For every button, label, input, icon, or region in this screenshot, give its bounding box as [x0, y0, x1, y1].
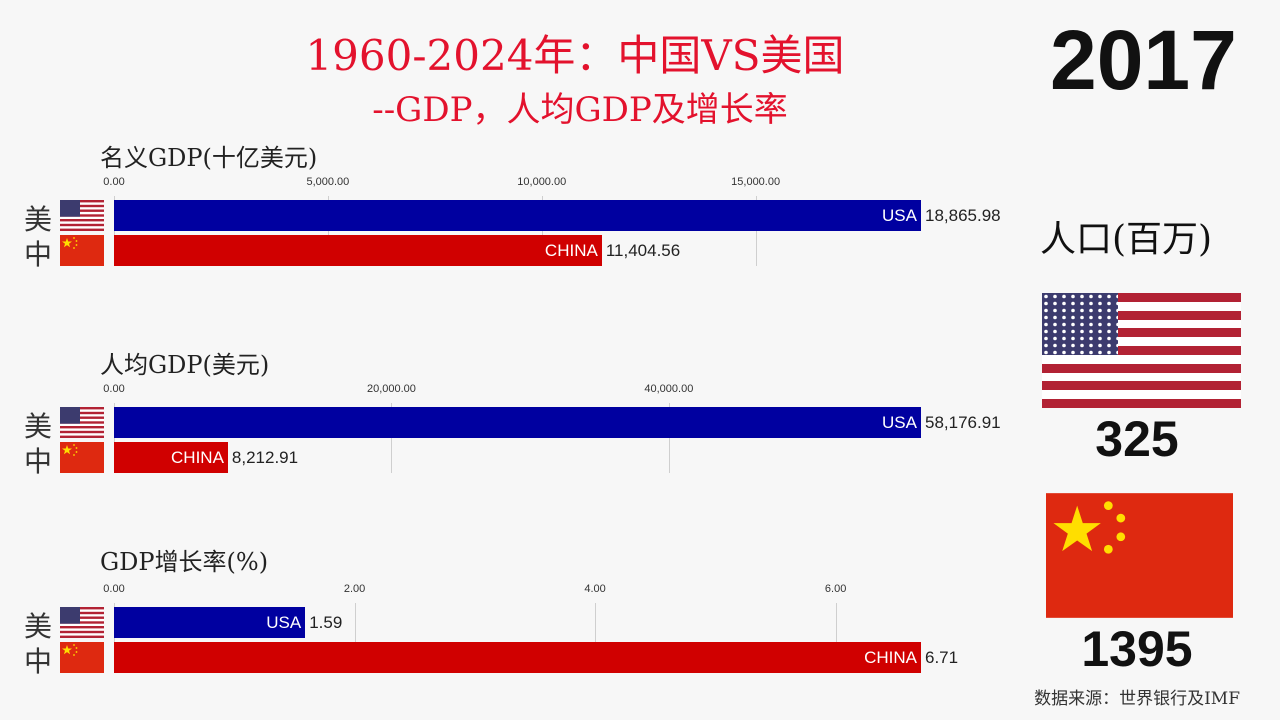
chart-title: GDP增长率(%)	[100, 548, 269, 576]
gridline	[541, 196, 543, 266]
china-bar	[114, 235, 602, 266]
china-flag-large-icon	[1046, 493, 1233, 618]
tick-label: 6.00	[824, 583, 847, 595]
china-short-label: 中	[24, 645, 53, 678]
gridline	[354, 603, 356, 673]
usa-short-label: 美	[24, 203, 53, 236]
gridline	[114, 603, 115, 673]
main-title: 1960-2024年：中国VS美国	[305, 31, 845, 80]
tick-label: 0.00	[103, 583, 125, 595]
gridline	[755, 196, 757, 266]
tick-label: 0.00	[103, 176, 125, 188]
data-source: 数据来源：世界银行及IMF	[1034, 689, 1240, 709]
gridline	[835, 603, 837, 673]
china-short-label: 中	[24, 445, 53, 478]
china-flag-icon	[60, 642, 104, 673]
gridline	[114, 403, 115, 473]
usa-bar	[114, 607, 306, 638]
bar-value-label: 1.59	[309, 613, 343, 632]
usa-flag-icon	[60, 200, 104, 231]
tick-label: 10,000.00	[517, 176, 567, 188]
bar-value-label: 8,212.91	[231, 448, 299, 467]
usa-flag-icon	[60, 607, 104, 638]
usa-short-label: 美	[24, 410, 53, 443]
tick-label: 20,000.00	[366, 383, 416, 395]
gridline	[327, 196, 329, 266]
subtitle: --GDP，人均GDP及增长率	[372, 90, 788, 130]
usa-short-label: 美	[24, 610, 53, 643]
usa-bar	[114, 200, 921, 231]
year-label: 2017	[1050, 13, 1237, 107]
tick-label: 4.00	[584, 583, 606, 595]
tick-label: 40,000.00	[644, 383, 694, 395]
bar-country-label: CHINA	[544, 241, 598, 260]
bar-value-label: 11,404.56	[605, 241, 681, 260]
chart-title: 人均GDP(美元)	[100, 351, 270, 379]
bar-country-label: USA	[882, 206, 917, 225]
gridline	[668, 403, 670, 473]
china-flag-icon	[60, 442, 104, 473]
gridline	[595, 603, 597, 673]
chart-title: 名义GDP(十亿美元)	[100, 144, 318, 172]
tick-label: 0.00	[103, 383, 125, 395]
china-bar	[114, 442, 228, 473]
gridline	[114, 196, 115, 266]
china-short-label: 中	[24, 238, 53, 271]
china-population: 1395	[1081, 621, 1193, 677]
tick-label: 15,000.00	[731, 176, 781, 188]
china-flag-icon	[60, 235, 104, 266]
usa-flag-large-icon	[1042, 293, 1241, 408]
china-bar	[114, 642, 921, 673]
bar-country-label: USA	[882, 413, 917, 432]
population-label: 人口(百万)	[1040, 219, 1213, 260]
bar-country-label: CHINA	[864, 648, 917, 667]
tick-label: 2.00	[343, 583, 366, 595]
usa-population: 325	[1095, 411, 1179, 467]
bar-value-label: 18,865.98	[925, 206, 1001, 225]
usa-flag-icon	[60, 407, 104, 438]
usa-bar	[114, 407, 921, 438]
bar-country-label: CHINA	[171, 448, 224, 467]
bar-country-label: USA	[266, 613, 302, 632]
gridline	[391, 403, 393, 473]
tick-label: 5,000.00	[306, 176, 350, 188]
bar-value-label: 58,176.91	[925, 413, 1001, 432]
bar-value-label: 6.71	[925, 648, 959, 667]
